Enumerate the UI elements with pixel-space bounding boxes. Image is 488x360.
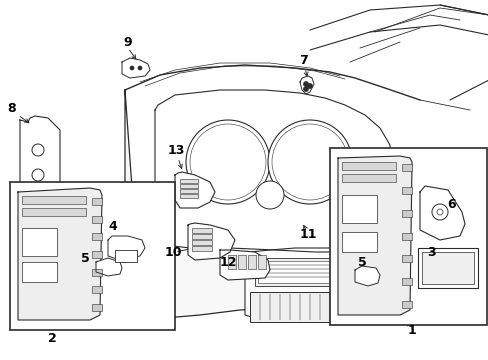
Circle shape — [307, 84, 312, 89]
Bar — [10, 182, 175, 330]
Polygon shape — [187, 223, 235, 260]
Text: 4: 4 — [108, 220, 117, 233]
Bar — [254, 258, 349, 286]
Bar — [341, 162, 395, 170]
Circle shape — [138, 66, 142, 70]
Circle shape — [431, 204, 447, 220]
Circle shape — [436, 209, 442, 215]
Text: 1: 1 — [407, 324, 415, 337]
Bar — [192, 228, 212, 233]
Bar — [341, 195, 376, 223]
Polygon shape — [20, 116, 60, 210]
Circle shape — [34, 194, 42, 202]
Bar — [92, 233, 102, 240]
Polygon shape — [18, 188, 102, 320]
Bar — [227, 255, 236, 269]
Bar — [192, 234, 212, 239]
Bar — [92, 198, 102, 205]
Bar — [249, 292, 369, 322]
Bar — [401, 255, 411, 262]
Bar — [238, 255, 245, 269]
Bar — [401, 233, 411, 239]
Polygon shape — [299, 76, 313, 94]
Polygon shape — [337, 156, 411, 315]
Bar — [192, 240, 212, 245]
Bar — [401, 301, 411, 308]
Bar — [180, 184, 198, 188]
Polygon shape — [125, 90, 414, 318]
Text: 7: 7 — [298, 54, 307, 67]
Text: 8: 8 — [8, 102, 16, 114]
Text: 3: 3 — [427, 246, 435, 258]
Bar — [115, 250, 137, 262]
Polygon shape — [122, 58, 150, 78]
Polygon shape — [108, 236, 145, 260]
Text: 12: 12 — [219, 256, 236, 269]
Bar — [341, 232, 376, 252]
Text: 5: 5 — [81, 252, 89, 265]
Bar — [22, 262, 57, 282]
Bar — [92, 269, 102, 276]
Text: 11: 11 — [299, 228, 316, 240]
Circle shape — [303, 86, 308, 91]
Bar — [180, 189, 198, 193]
Text: 10: 10 — [164, 246, 182, 258]
Polygon shape — [419, 186, 464, 240]
Bar — [92, 286, 102, 293]
Circle shape — [303, 81, 308, 86]
Polygon shape — [155, 90, 389, 252]
Bar — [401, 187, 411, 194]
Circle shape — [267, 120, 351, 204]
Circle shape — [256, 181, 284, 209]
Text: 6: 6 — [447, 198, 455, 211]
Circle shape — [130, 66, 134, 70]
Circle shape — [190, 124, 265, 200]
Bar — [341, 174, 395, 182]
Bar — [258, 255, 265, 269]
Circle shape — [32, 169, 44, 181]
Bar — [92, 304, 102, 311]
Bar — [339, 298, 374, 318]
Bar — [92, 251, 102, 258]
Bar — [22, 228, 57, 256]
Bar — [22, 196, 86, 204]
Text: 2: 2 — [47, 332, 56, 345]
Bar — [417, 248, 477, 288]
Bar — [329, 148, 486, 325]
Text: 9: 9 — [123, 36, 132, 49]
Polygon shape — [96, 258, 122, 276]
Bar — [258, 261, 346, 283]
Circle shape — [271, 124, 347, 200]
Bar — [192, 246, 212, 251]
Bar — [22, 208, 86, 216]
Text: 13: 13 — [167, 144, 184, 157]
Polygon shape — [220, 250, 269, 280]
Bar — [401, 210, 411, 217]
Circle shape — [185, 120, 269, 204]
Bar — [401, 164, 411, 171]
Bar — [180, 194, 198, 198]
Bar — [421, 252, 473, 284]
Polygon shape — [354, 266, 379, 286]
Bar — [247, 255, 256, 269]
Bar — [92, 216, 102, 223]
Bar — [180, 179, 198, 183]
Circle shape — [32, 144, 44, 156]
Polygon shape — [175, 172, 215, 208]
Text: 5: 5 — [357, 256, 366, 269]
Polygon shape — [244, 248, 359, 318]
Bar — [401, 278, 411, 285]
